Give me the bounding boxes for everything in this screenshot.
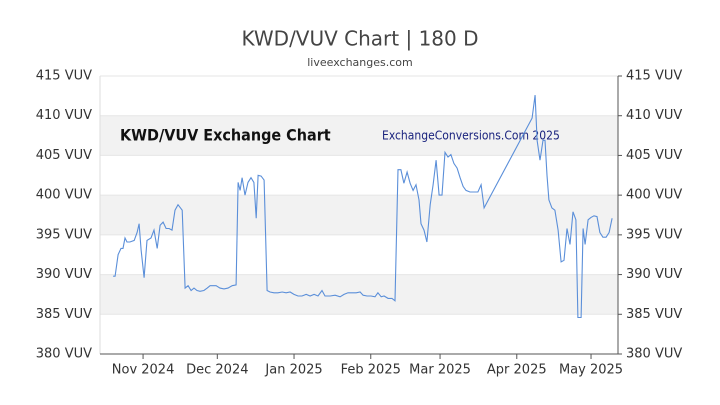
y2-tick-label: 410 VUV <box>626 108 682 123</box>
y-tick-label: 415 VUV <box>36 69 92 84</box>
bands <box>100 115 618 315</box>
chart-title: KWD/VUV Chart | 180 D <box>241 27 478 51</box>
x-tick-label: Dec 2024 <box>186 363 248 378</box>
y2-tick-label: 390 VUV <box>626 267 682 282</box>
band <box>100 274 618 315</box>
y-tick-label: 390 VUV <box>36 267 92 282</box>
y-tick-label: 380 VUV <box>36 347 92 362</box>
x-tick-label: Apr 2025 <box>487 363 547 378</box>
y2-tick-label: 380 VUV <box>626 347 682 362</box>
y-tick-label: 410 VUV <box>36 108 92 123</box>
y-tick-label: 385 VUV <box>36 307 92 322</box>
y2-tick-label: 395 VUV <box>626 227 682 242</box>
x-tick-label: May 2025 <box>559 363 623 378</box>
y2-tick-label: 385 VUV <box>626 307 682 322</box>
chart-subtitle: liveexchanges.com <box>307 56 412 69</box>
y2-tick-label: 405 VUV <box>626 148 682 163</box>
annotation: ExchangeConversions.Com 2025 <box>382 129 560 143</box>
y2-tick-label: 400 VUV <box>626 188 682 203</box>
y-tick-label: 405 VUV <box>36 148 92 163</box>
x-tick-label: Nov 2024 <box>112 363 175 378</box>
band <box>100 115 618 156</box>
line <box>113 95 613 319</box>
x-tick-label: Feb 2025 <box>341 363 401 378</box>
x-tick-label: Mar 2025 <box>409 363 471 378</box>
annotation: KWD/VUV Exchange Chart <box>120 126 331 145</box>
y-tick-label: 400 VUV <box>36 188 92 203</box>
y2-tick-label: 415 VUV <box>626 69 682 84</box>
band <box>100 195 618 235</box>
x-tick-label: Jan 2025 <box>264 363 322 378</box>
y-tick-label: 395 VUV <box>36 227 92 242</box>
